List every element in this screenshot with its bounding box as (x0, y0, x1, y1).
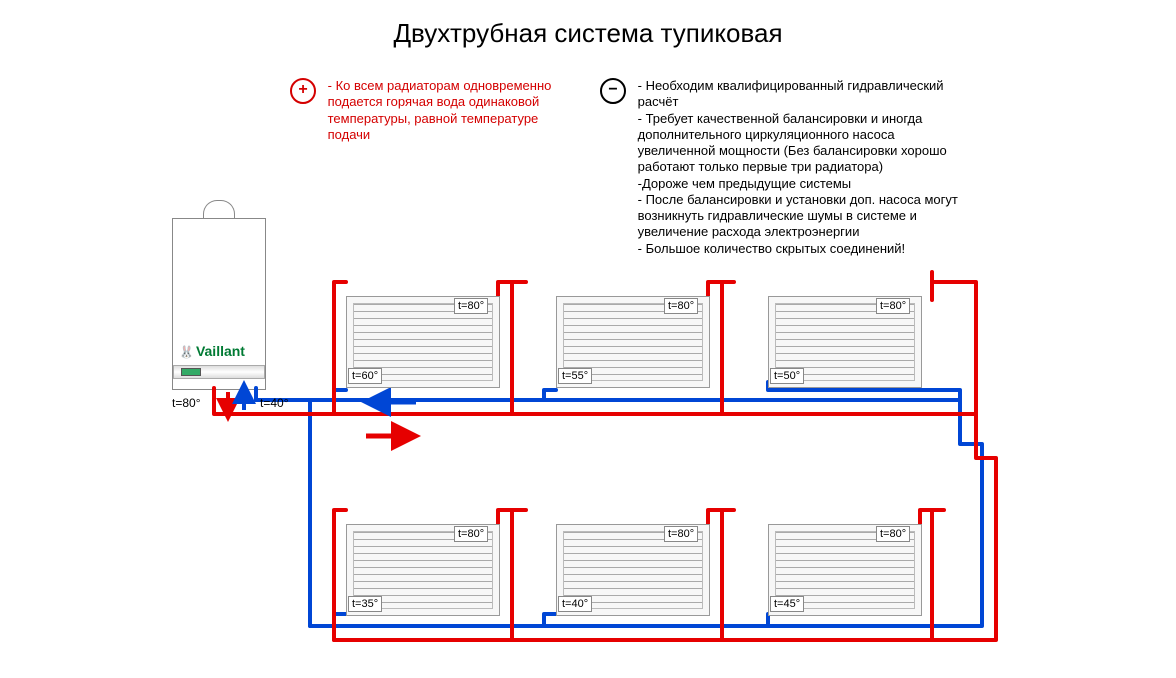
boiler-handle (203, 200, 235, 219)
temp-label: t=40° (260, 396, 289, 410)
radiator-outlet-temp: t=45° (770, 596, 804, 612)
radiator-inlet-temp: t=80° (876, 298, 910, 314)
radiator-outlet-temp: t=50° (770, 368, 804, 384)
cons-block: − - Необходим квалифицированный гидравли… (600, 78, 968, 257)
diagram-title: Двухтрубная система тупиковая (0, 18, 1176, 49)
pros-block: + - Ко всем радиаторам одновременно пода… (290, 78, 568, 143)
pros-text: - Ко всем радиаторам одновременно подает… (328, 78, 568, 143)
radiator-inlet-temp: t=80° (664, 298, 698, 314)
boiler-display (181, 368, 201, 376)
radiator-outlet-temp: t=35° (348, 596, 382, 612)
plus-icon: + (290, 78, 316, 104)
radiator-inlet-temp: t=80° (454, 526, 488, 542)
radiator-outlet-temp: t=60° (348, 368, 382, 384)
radiator-inlet-temp: t=80° (664, 526, 698, 542)
radiator-outlet-temp: t=40° (558, 596, 592, 612)
diagram-stage: Двухтрубная система тупиковая + - Ко все… (0, 0, 1176, 678)
radiator-inlet-temp: t=80° (876, 526, 910, 542)
minus-icon: − (600, 78, 626, 104)
boiler: Vaillant (172, 218, 266, 390)
radiator-outlet-temp: t=55° (558, 368, 592, 384)
cons-text: - Необходим квалифицированный гидравличе… (638, 78, 968, 257)
radiator-inlet-temp: t=80° (454, 298, 488, 314)
temp-label: t=80° (172, 396, 201, 410)
boiler-brand: Vaillant (179, 343, 245, 359)
